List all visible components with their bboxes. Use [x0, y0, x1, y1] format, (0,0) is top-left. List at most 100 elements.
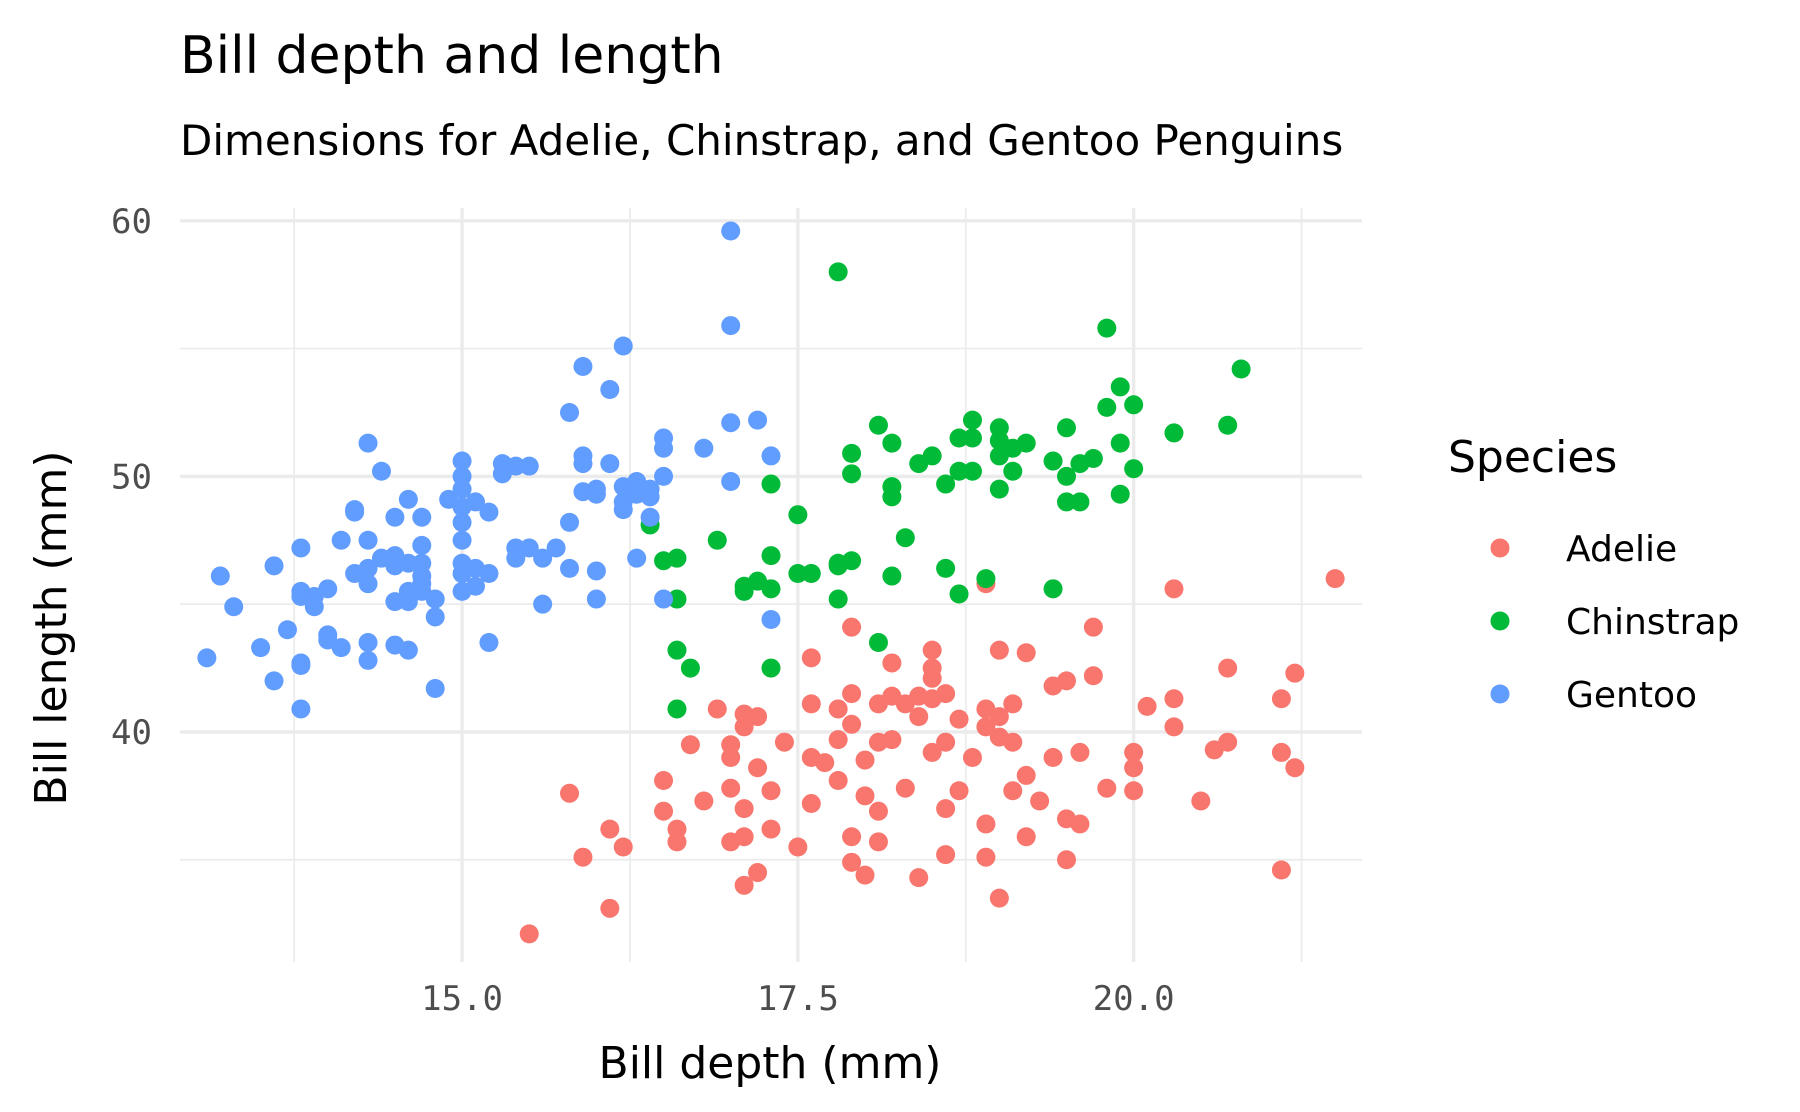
y-axis-title: Bill length (mm) [26, 450, 77, 805]
data-point [828, 699, 848, 719]
data-point [519, 924, 539, 944]
data-point [1070, 742, 1090, 762]
legend: Species Adelie Chinstrap Gentoo [1448, 432, 1739, 716]
x-tick-label: 17.5 [757, 979, 839, 1019]
data-point [1003, 694, 1023, 714]
data-point [600, 819, 620, 839]
data-point [586, 589, 606, 609]
data-point [1164, 717, 1184, 737]
data-point [546, 538, 566, 558]
legend-label-adelie: Adelie [1566, 529, 1677, 570]
data-point [1057, 671, 1076, 691]
data-point [640, 479, 660, 499]
data-point [654, 589, 674, 609]
data-point [788, 563, 808, 583]
data-point [801, 694, 821, 714]
data-point [1043, 579, 1063, 599]
data-point [1016, 643, 1036, 663]
y-tick-label: 50 [111, 457, 152, 497]
data-point [1083, 448, 1103, 468]
data-point [452, 466, 472, 486]
data-point [519, 456, 539, 476]
data-point [586, 484, 606, 504]
data-point [680, 735, 700, 755]
data-point [936, 845, 956, 865]
data-point [721, 748, 741, 768]
data-point [761, 579, 781, 599]
data-point [707, 699, 727, 719]
data-point [251, 638, 271, 658]
data-point [882, 730, 902, 750]
data-point [371, 461, 391, 481]
data-point [868, 633, 888, 653]
data-point [600, 454, 620, 474]
data-point [385, 507, 405, 527]
data-point [842, 714, 862, 734]
data-point [1271, 860, 1291, 880]
data-point [1231, 359, 1251, 379]
data-point [1083, 617, 1103, 637]
data-point [855, 786, 875, 806]
data-point [667, 589, 687, 609]
data-point [1137, 696, 1157, 716]
data-point [600, 379, 620, 399]
data-point [1057, 466, 1076, 486]
data-point [224, 597, 244, 617]
data-point [277, 620, 297, 640]
data-point [815, 753, 835, 773]
data-point [345, 500, 365, 520]
data-point [842, 617, 862, 637]
data-point [936, 684, 956, 704]
data-point [922, 446, 942, 466]
data-point [962, 748, 982, 768]
data-point [855, 750, 875, 770]
legend-label-gentoo: Gentoo [1566, 675, 1697, 716]
data-point [842, 852, 862, 872]
data-point [936, 799, 956, 819]
data-point [882, 566, 902, 586]
data-point [1057, 418, 1076, 438]
legend-key-gentoo [1490, 684, 1510, 704]
data-point [1271, 689, 1291, 709]
data-point [1164, 423, 1184, 443]
y-tick-label: 60 [111, 202, 152, 242]
data-point [640, 507, 660, 527]
data-point [1191, 791, 1211, 811]
data-point [842, 464, 862, 484]
data-point [855, 865, 875, 885]
data-point [1325, 569, 1345, 589]
data-point [1003, 461, 1023, 481]
data-point [721, 221, 741, 241]
data-point [1057, 809, 1076, 829]
data-point [949, 461, 969, 481]
data-point [1057, 850, 1076, 870]
data-point [466, 576, 485, 596]
data-point [197, 648, 217, 668]
data-point [210, 566, 230, 586]
data-point [774, 732, 794, 752]
data-point [1110, 377, 1130, 397]
data-point [398, 640, 418, 660]
data-point [909, 707, 929, 727]
data-point [1016, 827, 1036, 847]
data-point [868, 415, 888, 435]
data-point [1164, 689, 1184, 709]
data-point [936, 474, 956, 494]
data-point [479, 563, 499, 583]
data-point [613, 336, 633, 356]
data-point [761, 781, 781, 801]
data-point [613, 837, 633, 857]
data-point [573, 847, 593, 867]
data-point [667, 819, 687, 839]
data-point [828, 730, 848, 750]
data-point [694, 438, 714, 458]
data-point [868, 801, 888, 821]
data-point [358, 530, 378, 550]
data-points [197, 221, 1345, 944]
series-gentoo [197, 221, 781, 719]
data-point [264, 671, 284, 691]
data-point [667, 640, 687, 660]
data-point [828, 589, 848, 609]
data-point [895, 778, 915, 798]
data-point [291, 656, 311, 676]
